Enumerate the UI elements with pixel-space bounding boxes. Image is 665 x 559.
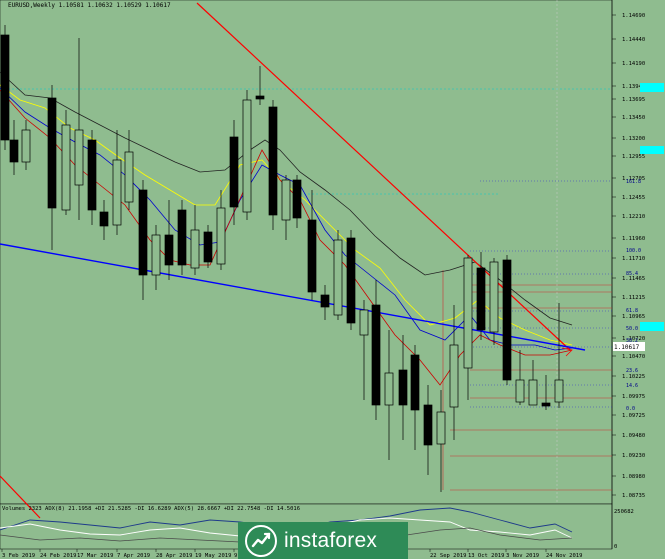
trendline-segment [0, 475, 41, 519]
price-axis-label: 1.08735 [622, 493, 645, 499]
price-axis-label: 1.12210 [622, 214, 645, 220]
fibo-label: 0.0 [626, 406, 635, 412]
price-axis-label: 1.14440 [622, 37, 645, 43]
fibo-label: 100.0 [626, 248, 641, 254]
price-axis-label: 1.10225 [622, 374, 645, 380]
time-axis-label: 24 Feb 2019 [40, 553, 76, 559]
price-axis-label: 1.11465 [622, 276, 645, 282]
time-axis-label: 19 May 2019 [195, 553, 231, 559]
time-axis-label: 24 Nov 2019 [546, 553, 582, 559]
indicator-label: Volumes 2323 ADX(8) 21.1958 +DI 21.5285 … [2, 506, 301, 512]
price-axis[interactable]: 1.14690 1.14440 1.14190 1.13945 1.13695 1.134… [612, 13, 645, 499]
price-axis-label: 1.10720 [622, 336, 645, 342]
price-axis-label: 1.12705 [622, 176, 645, 182]
fibo-label: 14.6 [626, 383, 638, 389]
fibo-label: 85.4 [626, 271, 638, 277]
current-price-marker [613, 342, 645, 351]
highlight-box [640, 146, 664, 154]
price-axis-label: 1.11215 [622, 295, 645, 301]
fibo-labels: 161.8 100.0 85.4 61.8 50.0 38.2 23.6 14.6 0.0 [626, 179, 641, 412]
price-axis-label: 1.13945 [622, 84, 645, 90]
price-axis-label: 1.09480 [622, 433, 645, 439]
time-axis-label: 17 Mar 2019 [77, 553, 113, 559]
price-axis-label: 1.13695 [622, 97, 645, 103]
price-axis-label: 1.10470 [622, 354, 645, 360]
price-axis-label: 1.11960 [622, 236, 645, 242]
price-axis-label: 1.09230 [622, 453, 645, 459]
time-axis-label: 3 Nov 2019 [506, 553, 539, 559]
price-axis-label: 1.14190 [622, 61, 645, 67]
current-price-label: 1.10617 [614, 344, 640, 351]
fibo-label: 23.6 [626, 368, 638, 374]
price-axis-label: 1.10965 [622, 314, 645, 320]
price-axis-label: 1.12955 [622, 154, 645, 160]
time-axis-label: 22 Sep 2019 [430, 553, 466, 559]
price-axis-label: 1.13200 [622, 136, 645, 142]
fibo-label: 61.8 [626, 308, 638, 314]
highlight-box [640, 83, 664, 92]
highlight-box [640, 322, 664, 331]
logo-text: instaforex [284, 528, 378, 552]
time-axis-label: 3 Feb 2019 [2, 553, 35, 559]
price-axis-label: 1.09725 [622, 413, 645, 419]
price-axis-label: 1.08980 [622, 474, 645, 480]
instaforex-logo-icon [245, 524, 277, 557]
price-axis-label: 1.13450 [622, 115, 645, 121]
candlesticks [0, 25, 564, 492]
time-axis-label: 7 Apr 2019 [117, 553, 150, 559]
price-axis-label: 1.09975 [622, 394, 645, 400]
time-axis: 3 Feb 2019 24 Feb 2019 17 Mar 2019 7 Apr 20… [1, 549, 582, 559]
price-axis-label: 1.11710 [622, 256, 645, 262]
price-axis-label: 1.14690 [622, 13, 645, 19]
fibo-label: 161.8 [626, 179, 641, 185]
indicator-axis-top: 250682 [614, 509, 634, 515]
fibo-label: 38.2 [626, 338, 638, 344]
time-axis-label: 28 Apr 2019 [156, 553, 192, 559]
chart-title: EURUSD,Weekly 1.10581 1.10632 1.10529 1.… [8, 2, 171, 9]
indicator-axis-bottom: 0 [614, 544, 617, 550]
time-axis-label: 13 Oct 2019 [468, 553, 504, 559]
support-trendline [0, 243, 586, 351]
plot-area[interactable] [0, 0, 613, 505]
price-axis-label: 1.12455 [622, 195, 645, 201]
instaforex-logo: instaforex [238, 522, 408, 559]
fibo-label: 50.0 [626, 326, 638, 332]
